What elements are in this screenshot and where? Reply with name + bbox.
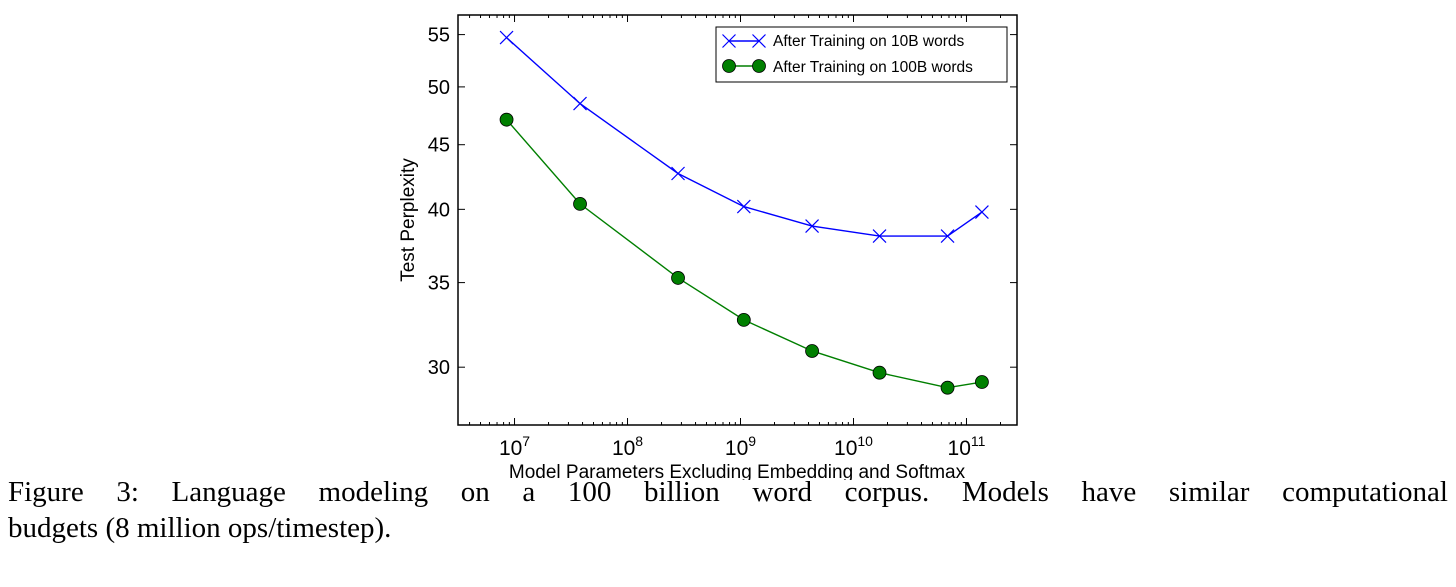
plot-marks: [499, 30, 989, 395]
y-tick-label: 55: [428, 25, 450, 47]
plot-frame: [457, 14, 1018, 426]
data-point: [573, 96, 587, 111]
figure-caption-line-2: budgets (8 million ops/timestep).: [8, 512, 392, 544]
chart: 30 35 40 45 50 55 107 108 109 1010 1011 Test Perpl…: [398, 14, 1018, 480]
data-point: [736, 199, 751, 214]
data-point: [940, 380, 955, 395]
data-point: [736, 313, 751, 327]
y-tick-label: 35: [428, 273, 450, 295]
series-line: [506, 37, 983, 237]
data-point: [872, 365, 887, 380]
x-tick-label: 108: [612, 433, 643, 460]
legend: After Training on 10B words After Traini…: [715, 26, 1008, 83]
series-10b: [499, 30, 989, 243]
data-point: [805, 344, 819, 358]
legend-label-10b: After Training on 10B words: [773, 33, 965, 50]
legend-label-100b: After Training on 100B words: [773, 59, 973, 76]
legend-marker: [752, 59, 766, 73]
legend-marker: [722, 59, 736, 73]
figure-caption-line-1: Figure 3: Language modeling on a 100 bil…: [8, 476, 1448, 508]
data-point: [499, 112, 514, 127]
data-point: [499, 30, 514, 45]
y-tick-label: 50: [428, 77, 450, 99]
axis-ticks: 30 35 40 45 50 55 107 108 109 1010 1011: [428, 15, 1017, 460]
series-line: [506, 119, 983, 389]
legend-marks: [722, 34, 766, 73]
legend-marker: [752, 34, 766, 48]
y-tick-label: 30: [428, 357, 450, 379]
data-point: [573, 196, 587, 211]
data-point: [975, 375, 989, 389]
data-point: [671, 271, 685, 285]
data-point: [940, 229, 955, 243]
y-tick-label: 45: [428, 135, 450, 157]
data-point: [975, 205, 989, 220]
data-point: [671, 166, 685, 181]
x-tick-label: 107: [499, 433, 530, 460]
y-tick-label: 40: [428, 199, 450, 221]
series-100b: [499, 112, 989, 395]
data-point: [872, 229, 887, 243]
x-tick-label: 1010: [834, 433, 873, 460]
x-axis-label: Model Parameters Excluding Embedding and…: [509, 462, 966, 480]
x-tick-label: 109: [725, 433, 756, 460]
x-tick-label: 1011: [948, 433, 986, 460]
data-point: [805, 219, 820, 233]
legend-marker: [722, 34, 736, 48]
y-axis-label: Test Perplexity: [398, 158, 419, 282]
legend-box: [715, 26, 1008, 83]
